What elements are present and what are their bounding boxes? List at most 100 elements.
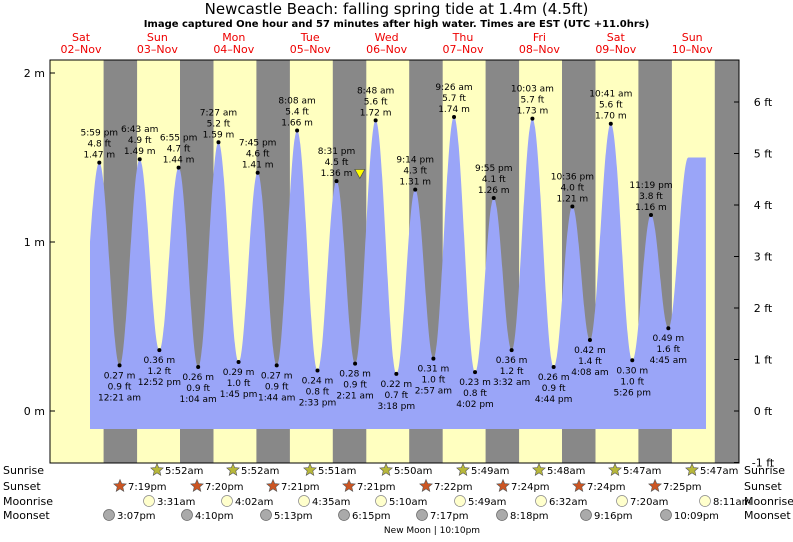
low-tide-ft-label: 0.9 ft [108,382,132,392]
right-axis-tick-label: 3 ft [754,251,773,264]
moonset-time-label: 7:17pm [430,511,469,522]
high-tide-ft-label: 5.6 ft [364,97,388,107]
low-tide-point [473,370,478,375]
moonrise-icon [535,495,547,507]
low-tide-ft-label: 1.2 ft [500,367,524,377]
high-tide-m-label: 1.26 m [478,186,510,196]
moonset-icon [260,509,272,521]
day-name-label: Tue [300,31,320,44]
low-tide-time-label: 4:45 am [650,356,687,366]
day-name-label: Sun [147,31,168,44]
current-level-marker [354,168,366,180]
high-tide-ft-label: 4.5 ft [325,158,349,168]
high-tide-m-label: 1.49 m [124,147,156,157]
moonrise-time-label: 7:20am [630,497,668,508]
sunset-time-label: 7:24pm [511,482,550,493]
day-name-label: Thu [452,31,474,44]
moonset-icon [660,509,672,521]
low-tide-ft-label: 1.4 ft [578,357,602,367]
low-tide-ft-label: 1.6 ft [656,345,680,355]
night-band [714,60,739,463]
day-date-label: 07–Nov [443,43,484,56]
moonrise-time-label: 5:10am [389,497,427,508]
high-tide-time-label: 11:19 pm [629,181,672,191]
moonrise-time-label: 3:31am [157,497,195,508]
low-tide-ft-label: 1.0 ft [227,379,251,389]
almanac-row-label-right: Moonrise [744,495,793,508]
high-tide-time-label: 9:26 am [435,83,472,93]
high-tide-ft-label: 5.7 ft [521,96,545,106]
sunset-time-label: 7:22pm [434,482,473,493]
sunrise-time-label: 5:48am [547,466,585,477]
left-axis-tick-label: 2 m [24,67,45,80]
low-tide-point [157,348,162,353]
low-tide-time-label: 2:21 am [336,392,373,402]
low-tide-ft-label: 0.9 ft [542,384,566,394]
sunset-time-label: 7:21pm [357,482,396,493]
low-tide-ft-label: 0.8 ft [306,387,330,397]
low-tide-m-label: 0.22 m [381,380,413,390]
day-date-label: 03–Nov [137,43,178,56]
sunrise-icon [532,462,546,476]
almanac-row-label-left: Moonrise [3,495,53,508]
high-tide-ft-label: 4.0 ft [561,184,585,194]
day-date-label: 04–Nov [213,43,254,56]
low-tide-time-label: 1:04 am [179,395,216,405]
low-tide-point [666,326,671,331]
moonrise-time-label: 5:49am [468,497,506,508]
high-tide-m-label: 1.74 m [438,105,470,115]
high-tide-ft-label: 4.6 ft [246,150,270,160]
low-tide-point [196,365,201,370]
right-axis-tick-label: 5 ft [754,148,773,161]
high-tide-m-label: 1.44 m [163,156,195,166]
almanac-row-label-right: Moonset [744,509,791,522]
moonset-time-label: 9:16pm [594,511,633,522]
high-tide-m-label: 1.21 m [557,195,589,205]
low-tide-point [315,368,320,373]
low-tide-time-label: 2:33 pm [299,398,337,408]
high-tide-ft-label: 5.6 ft [599,101,623,111]
almanac-row-label-right: Sunrise [744,464,785,477]
low-tide-m-label: 0.26 m [182,373,214,383]
high-tide-m-label: 1.36 m [321,169,353,179]
left-axis-tick-label: 0 m [24,405,45,418]
low-tide-time-label: 1:45 pm [220,390,258,400]
moonset-time-label: 10:09pm [674,511,719,522]
low-tide-m-label: 0.23 m [459,378,491,388]
low-tide-ft-label: 0.7 ft [384,391,408,401]
low-tide-m-label: 0.24 m [302,376,334,386]
low-tide-m-label: 0.27 m [261,371,293,381]
sunrise-icon [456,462,470,476]
sunset-icon [342,478,356,492]
high-tide-point [648,212,653,217]
high-tide-point [255,170,260,175]
low-tide-m-label: 0.49 m [652,334,684,344]
high-tide-m-label: 1.73 m [517,107,549,117]
high-tide-m-label: 1.66 m [281,118,313,128]
moonset-icon [416,509,428,521]
sunrise-icon [379,462,393,476]
high-tide-ft-label: 5.2 ft [207,119,231,129]
high-tide-point [334,179,339,184]
almanac-row-label-right: Sunset [744,480,782,493]
sunrise-icon [150,462,164,476]
high-tide-point [452,114,457,119]
low-tide-point [236,359,241,364]
tide-area [90,116,706,430]
high-tide-time-label: 10:36 pm [551,173,594,183]
high-tide-ft-label: 4.7 ft [167,145,191,155]
low-tide-ft-label: 1.0 ft [422,376,446,386]
sunrise-time-label: 5:47am [700,466,738,477]
high-tide-time-label: 7:27 am [200,108,237,118]
high-tide-time-label: 10:41 am [589,90,632,100]
moonset-icon [338,509,350,521]
low-tide-ft-label: 1.2 ft [147,367,171,377]
moonrise-icon [616,495,628,507]
sunrise-time-label: 5:52am [165,466,203,477]
day-name-label: Sat [72,31,91,44]
sunset-icon [648,478,662,492]
low-tide-ft-label: 0.8 ft [463,389,487,399]
high-tide-time-label: 6:55 pm [160,134,198,144]
moonrise-icon [699,495,711,507]
high-tide-time-label: 7:45 pm [239,139,277,149]
